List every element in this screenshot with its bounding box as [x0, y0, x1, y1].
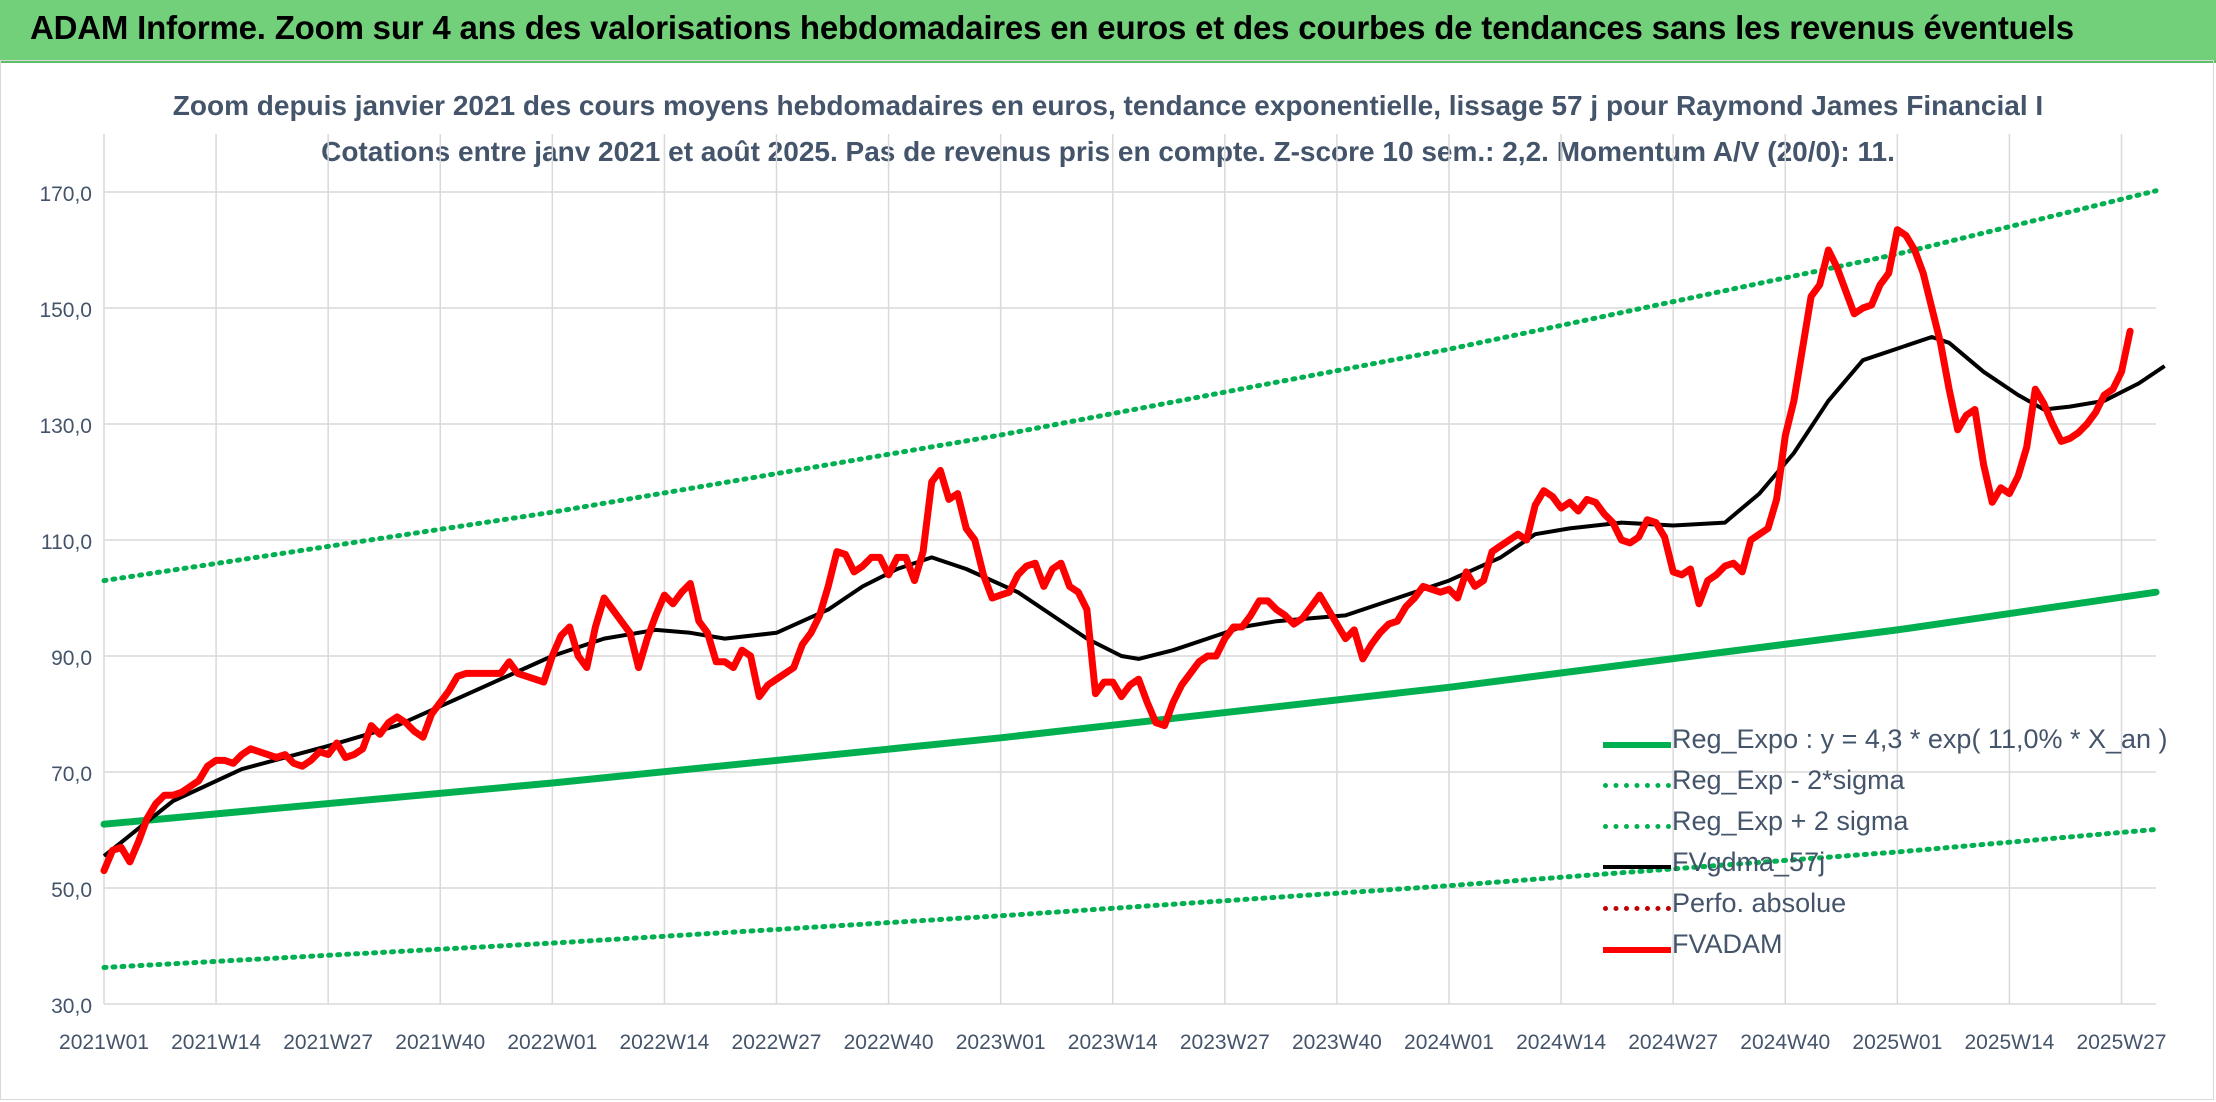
chart-legend: Reg_Expo : y = 4,3 * exp( 11,0% * X_an )…	[1600, 722, 2168, 972]
legend-swatch	[1603, 865, 1671, 869]
x-tick-label: 2025W01	[1852, 1031, 1942, 1054]
x-tick-label: 2021W40	[395, 1031, 485, 1054]
x-tick-label: 2024W14	[1516, 1031, 1606, 1054]
legend-swatch	[1603, 783, 1671, 788]
x-tick-label: 2024W40	[1740, 1031, 1830, 1054]
x-tick-label: 2023W27	[1180, 1031, 1270, 1054]
x-tick-label: 2023W01	[956, 1031, 1046, 1054]
legend-item: FVADAM	[1600, 927, 2160, 967]
series-line-reg-exp-2-sigma	[101, 826, 2159, 970]
y-tick-label: 170,0	[39, 183, 92, 206]
y-tick-label: 110,0	[41, 531, 92, 554]
legend-swatch	[1603, 947, 1671, 953]
x-tick-label: 2022W14	[619, 1031, 709, 1054]
series-line-reg-exp-2-sigma	[101, 188, 2159, 584]
x-tick-label: 2025W14	[1964, 1031, 2054, 1054]
y-tick-label: 90,0	[51, 647, 92, 670]
legend-swatch	[1603, 742, 1671, 748]
y-tick-label: 50,0	[51, 879, 92, 902]
chart-title: Zoom depuis janvier 2021 des cours moyen…	[172, 90, 2044, 121]
x-tick-label: 2025W27	[2077, 1031, 2167, 1054]
x-tick-label: 2023W40	[1292, 1031, 1382, 1054]
legend-label: FVgdma_57j	[1672, 847, 1826, 877]
series-line-reg-expo-y-4-3-exp-11-0-x-an	[100, 588, 2160, 828]
y-tick-label: 130,0	[39, 415, 92, 438]
legend-swatch	[1603, 824, 1671, 829]
x-tick-label: 2021W27	[283, 1031, 373, 1054]
x-tick-label: 2024W27	[1628, 1031, 1718, 1054]
chart-frame	[0, 60, 2214, 1100]
legend-label: FVADAM	[1672, 929, 1783, 959]
report-title: ADAM Informe. Zoom sur 4 ans des valoris…	[30, 9, 2074, 46]
legend-label: Reg_Exp - 2*sigma	[1672, 765, 1905, 795]
legend-label: Reg_Expo : y = 4,3 * exp( 11,0% * X_an )	[1672, 724, 2168, 754]
legend-item: Reg_Expo : y = 4,3 * exp( 11,0% * X_an )	[1600, 722, 2168, 762]
x-tick-label: 2024W01	[1404, 1031, 1494, 1054]
legend-swatch	[1603, 906, 1671, 911]
series-line-fvadam	[100, 226, 2134, 875]
x-tick-label: 2022W01	[507, 1031, 597, 1054]
chart-subtitle: Cotations entre janv 2021 et août 2025. …	[321, 136, 1895, 167]
legend-item: Reg_Exp - 2*sigma	[1600, 763, 2160, 803]
legend-item: Reg_Exp + 2 sigma	[1600, 804, 2160, 844]
x-tick-label: 2021W01	[59, 1031, 149, 1054]
y-tick-label: 30,0	[51, 995, 92, 1018]
report-banner: ADAM Informe. Zoom sur 4 ans des valoris…	[0, 0, 2216, 63]
legend-label: Perfo. absolue	[1672, 888, 1847, 918]
y-tick-label: 70,0	[51, 763, 92, 786]
legend-item: Perfo. absolue	[1600, 886, 2160, 926]
x-tick-label: 2023W14	[1068, 1031, 1158, 1054]
x-tick-label: 2021W14	[171, 1031, 261, 1054]
y-tick-label: 150,0	[39, 299, 92, 322]
x-tick-label: 2022W40	[844, 1031, 934, 1054]
x-tick-label: 2022W27	[732, 1031, 822, 1054]
legend-label: Reg_Exp + 2 sigma	[1672, 806, 1909, 836]
legend-item: FVgdma_57j	[1600, 845, 2160, 885]
